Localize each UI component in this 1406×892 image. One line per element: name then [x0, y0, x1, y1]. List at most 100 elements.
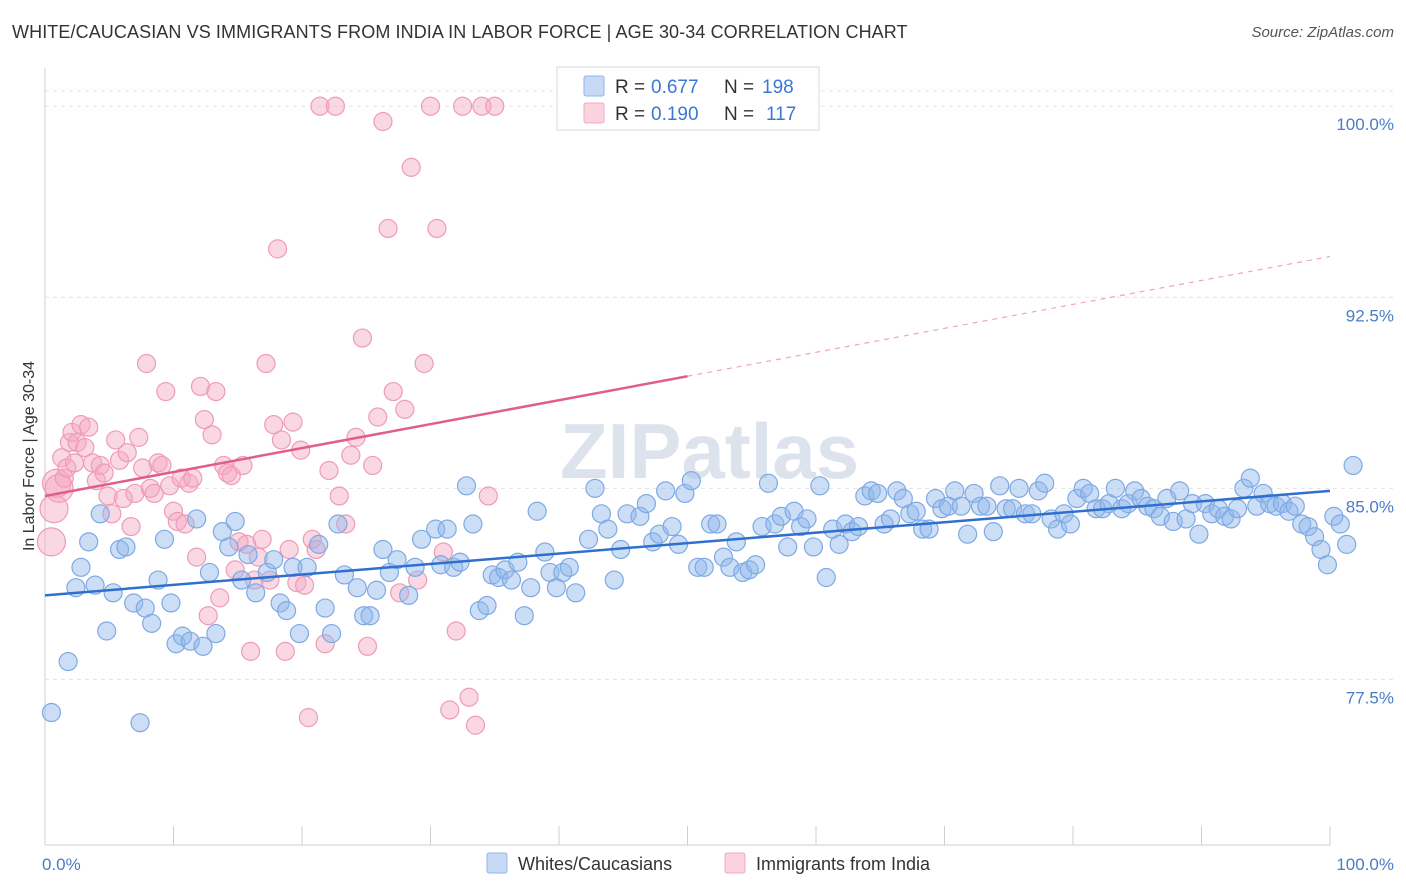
y-tick-label-2: 92.5% — [1346, 306, 1394, 325]
point-white-39 — [315, 598, 335, 618]
point-india-30 — [144, 483, 164, 504]
point-india-26 — [129, 427, 149, 447]
point-white-20 — [180, 631, 200, 651]
point-white-139 — [990, 476, 1010, 496]
point-india-42 — [190, 376, 211, 397]
point-white-106 — [778, 537, 798, 557]
point-india-33 — [156, 381, 176, 402]
point-india-21 — [109, 450, 130, 470]
point-india-59 — [256, 353, 276, 374]
series-whites — [41, 455, 1363, 733]
point-white-24 — [206, 623, 226, 644]
point-white-27 — [225, 511, 245, 532]
point-india-84 — [368, 407, 388, 427]
point-white-23 — [199, 562, 220, 583]
point-white-26 — [219, 537, 239, 557]
point-white-74 — [559, 557, 579, 577]
point-white-3 — [71, 557, 91, 577]
point-white-117 — [848, 516, 869, 537]
point-white-11 — [124, 593, 144, 613]
point-india-89 — [395, 399, 415, 419]
point-white-175 — [1221, 509, 1241, 529]
point-india-83 — [363, 455, 383, 476]
point-white-8 — [103, 583, 123, 603]
point-white-53 — [426, 519, 446, 539]
point-white-171 — [1195, 494, 1215, 514]
point-white-95 — [707, 514, 727, 534]
point-india-86 — [378, 218, 398, 239]
bottom-legend: Whites/Caucasians Immigrants from India — [486, 852, 931, 874]
point-india-102 — [478, 486, 498, 506]
point-white-69 — [527, 501, 547, 521]
point-india-64 — [275, 641, 295, 661]
point-white-38 — [309, 534, 329, 554]
point-india-24 — [121, 516, 141, 537]
y-tick-label-0: 77.5% — [1346, 688, 1394, 707]
point-white-167 — [1170, 481, 1190, 501]
point-india-22 — [113, 488, 133, 509]
trend-line-whites — [44, 489, 1331, 597]
legend-n-value-2: 117 — [766, 104, 796, 125]
point-india-90 — [401, 157, 421, 177]
point-white-96 — [713, 547, 734, 567]
point-india-58 — [252, 529, 272, 549]
point-white-46 — [366, 580, 387, 600]
point-white-41 — [328, 514, 348, 534]
point-white-58 — [456, 476, 477, 496]
point-white-122 — [880, 509, 901, 529]
point-white-193 — [1337, 534, 1357, 554]
point-white-76 — [578, 529, 599, 549]
point-white-68 — [521, 578, 541, 598]
point-white-52 — [411, 529, 432, 549]
point-india-74 — [315, 634, 335, 654]
point-white-49 — [387, 550, 407, 570]
point-white-170 — [1189, 524, 1209, 544]
point-white-104 — [765, 514, 785, 534]
point-white-75 — [566, 583, 586, 603]
point-white-105 — [771, 506, 791, 526]
point-white-17 — [161, 593, 181, 613]
point-white-16 — [154, 529, 175, 549]
point-india-65 — [279, 539, 299, 560]
point-white-192 — [1330, 514, 1350, 534]
point-india-43 — [194, 409, 214, 430]
point-white-176 — [1227, 499, 1248, 519]
bottom-legend-label-blue: Whites/Caucasians — [518, 854, 672, 874]
point-white-184 — [1279, 501, 1299, 521]
point-white-134 — [958, 524, 978, 544]
point-india-103 — [485, 96, 505, 116]
point-india-18 — [98, 486, 118, 506]
watermark: ZIPatlas — [560, 407, 859, 495]
legend-swatch-pink — [583, 102, 605, 124]
point-white-123 — [887, 481, 907, 501]
point-india-47 — [210, 588, 230, 608]
legend-r-value-2: 0.190 — [651, 104, 699, 125]
point-white-77 — [585, 478, 605, 498]
point-india-20 — [106, 430, 126, 450]
point-india-77 — [329, 486, 349, 506]
point-india-76 — [325, 96, 346, 116]
point-india-11 — [71, 415, 91, 435]
point-white-80 — [604, 570, 624, 590]
point-white-108 — [790, 516, 811, 537]
point-india-41 — [187, 547, 207, 567]
point-india-98 — [453, 96, 473, 116]
point-white-0 — [41, 702, 62, 723]
point-white-126 — [906, 501, 926, 521]
point-india-63 — [271, 430, 292, 450]
point-india-38 — [175, 514, 195, 534]
point-white-29 — [238, 544, 258, 565]
point-india-72 — [306, 539, 326, 560]
bottom-legend-swatch-pink — [724, 852, 746, 874]
legend-n-label-1: N = — [724, 77, 754, 98]
point-india-12 — [75, 437, 95, 458]
legend-box: R = 0.677 N = 198 R = 0.190 N = 117 — [556, 66, 820, 131]
legend-swatch-blue — [583, 75, 605, 97]
point-india-62 — [267, 239, 288, 259]
y-tick-labels: 77.5% 85.0% 92.5% 100.0% — [1336, 115, 1394, 707]
point-white-36 — [289, 623, 310, 644]
bottom-legend-swatch-blue — [486, 852, 508, 874]
point-white-44 — [354, 606, 374, 626]
point-white-161 — [1131, 488, 1151, 509]
